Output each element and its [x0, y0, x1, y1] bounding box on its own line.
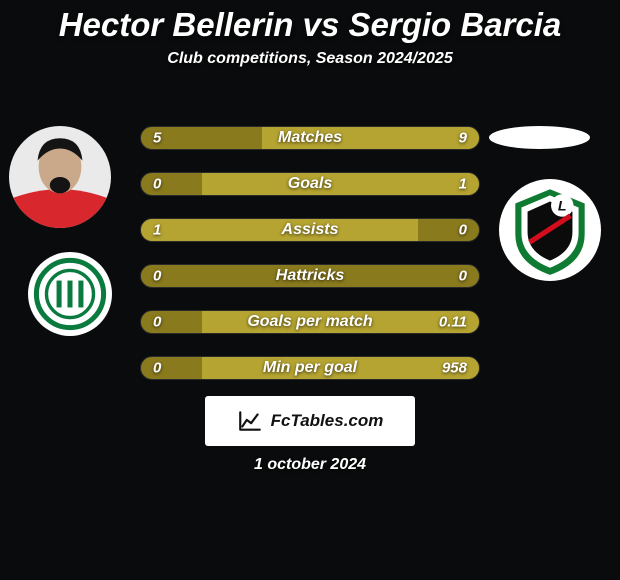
value-right: 0	[459, 222, 467, 239]
metric-label: Assists	[282, 221, 339, 239]
value-left: 1	[153, 222, 161, 239]
metric-label: Matches	[278, 129, 342, 147]
metric-row: 1 0 Assists	[140, 218, 480, 242]
comparison-infographic: Hector Bellerin vs Sergio Barcia Club co…	[0, 0, 620, 580]
badge-letter: L	[558, 199, 567, 215]
person-icon	[9, 126, 111, 228]
metric-label: Goals	[288, 175, 332, 193]
value-left: 0	[153, 268, 161, 285]
beard	[50, 177, 70, 193]
value-right: 9	[459, 130, 467, 147]
fill-left	[141, 173, 202, 195]
metric-row: 5 9 Matches	[140, 126, 480, 150]
metric-row: 0 1 Goals	[140, 172, 480, 196]
value-left: 0	[153, 176, 161, 193]
placeholder-ellipse	[489, 126, 590, 149]
source-badge: FcTables.com	[205, 396, 415, 446]
fill-right	[202, 173, 479, 195]
fill-right	[418, 219, 479, 241]
value-left: 0	[153, 360, 161, 377]
page-title: Hector Bellerin vs Sergio Barcia	[0, 0, 620, 44]
stripes	[57, 281, 84, 308]
metric-row: 0 0 Hattricks	[140, 264, 480, 288]
club-right-crest: L	[499, 179, 601, 281]
crest-icon: L	[499, 179, 601, 281]
value-right: 0.11	[439, 314, 467, 331]
value-left: 5	[153, 130, 161, 147]
fill-left	[141, 357, 202, 379]
metric-bars: 5 9 Matches 0 1 Goals 1 0 Assists 0 0 Hattricks 0 0.1…	[140, 126, 480, 402]
metric-label: Goals per match	[247, 313, 372, 331]
metric-label: Hattricks	[276, 267, 344, 285]
club-left-crest	[28, 252, 112, 336]
date-label: 1 october 2024	[254, 456, 366, 474]
value-right: 0	[459, 268, 467, 285]
subtitle: Club competitions, Season 2024/2025	[0, 50, 620, 68]
chart-icon	[237, 408, 263, 434]
value-right: 1	[459, 176, 467, 193]
jersey	[9, 189, 111, 228]
metric-row: 0 958 Min per goal	[140, 356, 480, 380]
metric-row: 0 0.11 Goals per match	[140, 310, 480, 334]
metric-label: Min per goal	[263, 359, 357, 377]
fill-left	[141, 219, 418, 241]
source-label: FcTables.com	[271, 411, 384, 431]
value-left: 0	[153, 314, 161, 331]
crest-icon	[28, 252, 112, 336]
player-left-avatar	[9, 126, 111, 228]
value-right: 958	[442, 360, 467, 377]
fill-left	[141, 311, 202, 333]
